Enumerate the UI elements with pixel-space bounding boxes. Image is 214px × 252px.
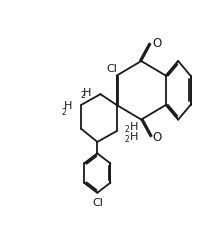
- Text: 2: 2: [80, 91, 85, 100]
- Text: 2: 2: [124, 125, 129, 134]
- Text: H: H: [130, 132, 138, 142]
- Text: H: H: [130, 122, 138, 132]
- Text: H: H: [64, 102, 72, 111]
- Text: 2: 2: [124, 135, 129, 144]
- Text: O: O: [152, 131, 161, 144]
- Text: H: H: [83, 88, 91, 98]
- Text: O: O: [152, 37, 161, 50]
- Text: Cl: Cl: [107, 64, 117, 74]
- Text: Cl: Cl: [93, 199, 104, 208]
- Text: 2: 2: [61, 108, 66, 117]
